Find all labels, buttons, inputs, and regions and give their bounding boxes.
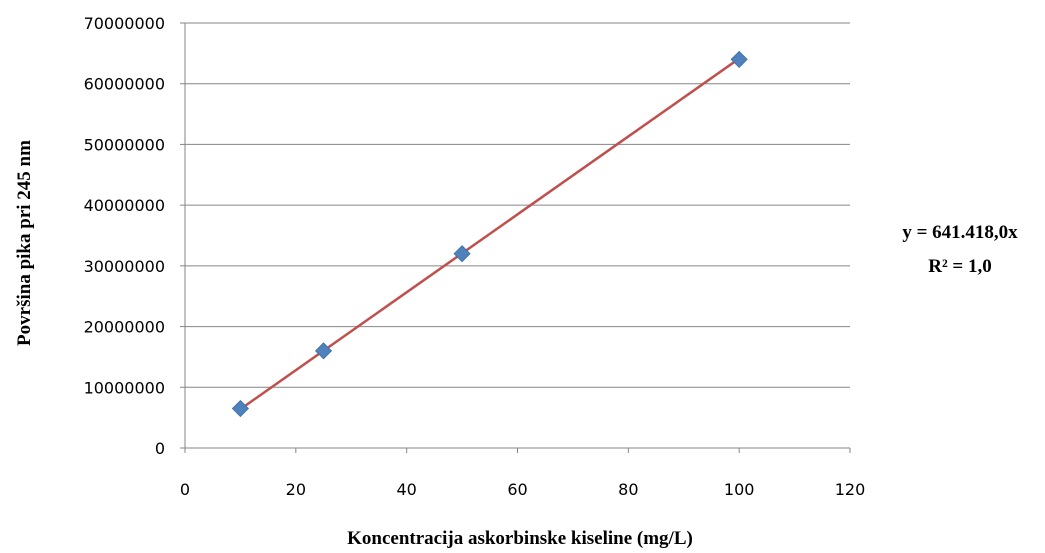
x-tick-label: 20 [286,480,306,499]
trendline-equation: y = 641.418,0x [902,222,1018,243]
y-tick-label: 70000000 [84,14,165,33]
x-tick-label: 40 [396,480,416,499]
trendline-r-squared: R² = 1,0 [928,256,992,277]
y-tick-label: 50000000 [84,135,165,154]
x-tick-label: 120 [835,480,866,499]
x-tick-label: 0 [180,480,190,499]
x-tick-label: 60 [507,480,527,499]
y-tick-labels: 0 10000000 20000000 30000000 40000000 5000000… [84,14,165,458]
data-point [453,245,471,263]
y-tick-label: 10000000 [84,378,165,397]
trendline [239,57,740,411]
data-point [314,342,333,360]
y-tick-label: 0 [155,439,165,458]
data-point [730,50,748,68]
data-point [231,399,249,418]
x-tick-label: 100 [724,480,755,499]
x-tick-label: 80 [618,480,638,499]
y-tick-label: 30000000 [84,257,165,276]
axes [180,22,851,453]
y-tick-label: 20000000 [84,318,165,337]
data-points [231,50,748,418]
x-tick-labels: 0 20 40 60 80 100 120 [180,480,865,499]
y-axis-title: Površina pika pri 245 nm [14,140,35,346]
y-tick-label: 60000000 [84,75,165,94]
gridlines [185,22,850,388]
x-axis-title: Koncentracija askorbinske kiseline (mg/L… [347,528,693,549]
trendline-group [239,57,740,411]
y-tick-label: 40000000 [84,196,165,215]
